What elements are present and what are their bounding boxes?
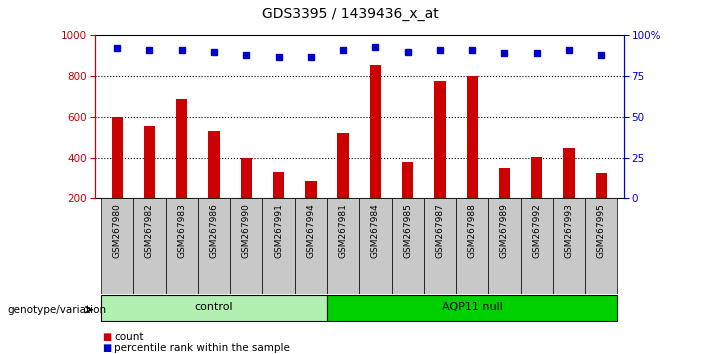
Bar bbox=[392, 198, 424, 294]
Bar bbox=[262, 198, 294, 294]
Bar bbox=[240, 158, 252, 198]
Text: GSM267985: GSM267985 bbox=[403, 203, 412, 258]
Bar bbox=[402, 161, 414, 198]
Bar bbox=[435, 81, 446, 198]
Bar bbox=[133, 198, 165, 294]
Text: control: control bbox=[195, 302, 233, 313]
Text: GSM267983: GSM267983 bbox=[177, 203, 186, 258]
Text: GSM267986: GSM267986 bbox=[210, 203, 219, 258]
Text: GSM267991: GSM267991 bbox=[274, 203, 283, 258]
Bar bbox=[327, 295, 618, 321]
Bar bbox=[305, 181, 317, 198]
Text: ■: ■ bbox=[102, 332, 111, 342]
Bar bbox=[596, 173, 607, 198]
Text: GSM267992: GSM267992 bbox=[532, 203, 541, 258]
Text: GSM267980: GSM267980 bbox=[113, 203, 122, 258]
Bar bbox=[585, 198, 618, 294]
Bar bbox=[456, 198, 489, 294]
Bar bbox=[294, 198, 327, 294]
Bar bbox=[230, 198, 262, 294]
Bar bbox=[176, 98, 187, 198]
Bar bbox=[369, 65, 381, 198]
Text: ■: ■ bbox=[102, 343, 111, 353]
Text: GDS3395 / 1439436_x_at: GDS3395 / 1439436_x_at bbox=[262, 7, 439, 21]
Bar bbox=[327, 198, 359, 294]
Bar bbox=[489, 198, 521, 294]
Bar bbox=[337, 133, 349, 198]
Text: AQP11 null: AQP11 null bbox=[442, 302, 503, 313]
Text: GSM267989: GSM267989 bbox=[500, 203, 509, 258]
Text: genotype/variation: genotype/variation bbox=[7, 305, 106, 315]
Bar bbox=[564, 148, 575, 198]
Text: count: count bbox=[114, 332, 144, 342]
Text: GSM267988: GSM267988 bbox=[468, 203, 477, 258]
Bar bbox=[101, 295, 327, 321]
Text: GSM267994: GSM267994 bbox=[306, 203, 315, 258]
Text: GSM267993: GSM267993 bbox=[564, 203, 573, 258]
Bar bbox=[273, 172, 284, 198]
Text: GSM267982: GSM267982 bbox=[145, 203, 154, 258]
Bar bbox=[165, 198, 198, 294]
Bar bbox=[198, 198, 230, 294]
Bar bbox=[424, 198, 456, 294]
Bar bbox=[101, 198, 133, 294]
Bar bbox=[499, 168, 510, 198]
Bar bbox=[553, 198, 585, 294]
Text: GSM267990: GSM267990 bbox=[242, 203, 251, 258]
Text: GSM267987: GSM267987 bbox=[435, 203, 444, 258]
Bar bbox=[208, 131, 219, 198]
Text: GSM267995: GSM267995 bbox=[597, 203, 606, 258]
Bar bbox=[111, 117, 123, 198]
Bar bbox=[144, 126, 155, 198]
Bar bbox=[467, 76, 478, 198]
Bar bbox=[531, 156, 543, 198]
Bar bbox=[360, 198, 392, 294]
Text: percentile rank within the sample: percentile rank within the sample bbox=[114, 343, 290, 353]
Bar bbox=[521, 198, 553, 294]
Text: GSM267984: GSM267984 bbox=[371, 203, 380, 258]
Text: GSM267981: GSM267981 bbox=[339, 203, 348, 258]
